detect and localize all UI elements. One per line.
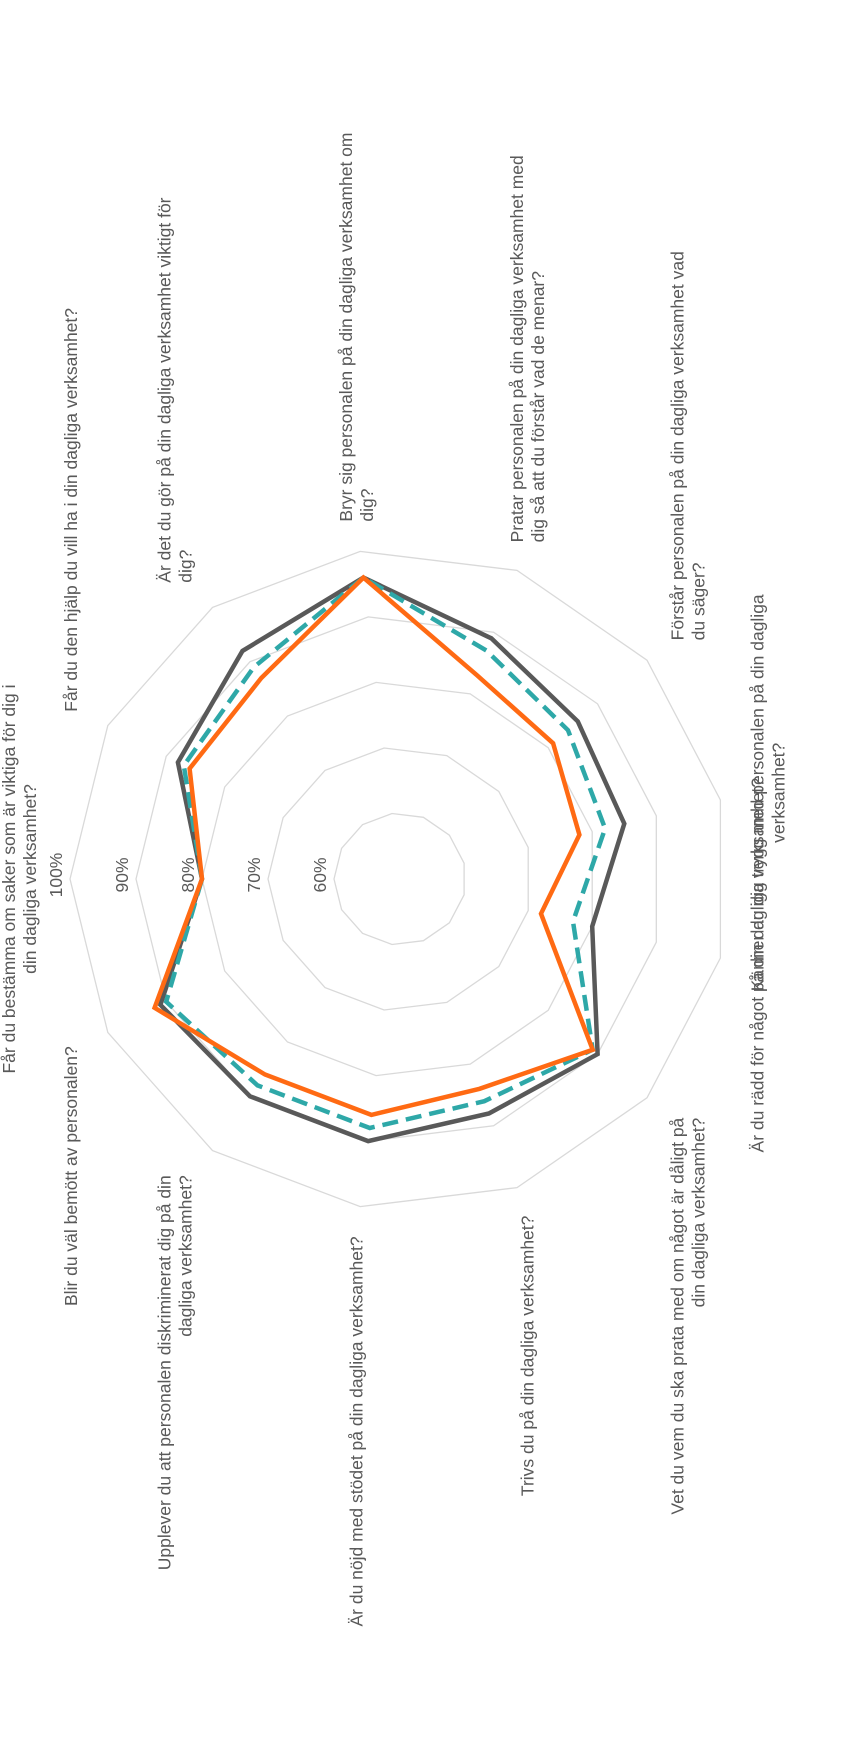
tick-label-5: 100% [46,853,66,898]
category-label-line: Är det du gör på din dagliga verksamhet … [155,197,175,582]
category-label-line: Är du rädd för något på din dagliga verk… [748,778,768,1153]
category-label-line: Får du bestämma om saker som är viktiga … [0,684,19,1073]
category-label-12: Upplever du att personalen diskriminerat… [155,1175,196,1570]
category-label-11: Är du nöjd med stödet på din dagliga ver… [347,1236,367,1626]
tick-label-2: 70% [244,857,264,892]
category-label-13: Blir du väl bemött av personalen? [61,1046,81,1306]
category-label-3: Är det du gör på din dagliga verksamhet … [155,197,196,582]
radar-series-group [155,578,625,1142]
category-label-line: Är du nöjd med stödet på din dagliga ver… [347,1236,367,1626]
category-label-line: din dagliga verksamhet? [689,1117,709,1307]
category-label-8: Är du rädd för något på din dagliga verk… [748,778,768,1153]
category-label-line: du säger? [689,562,709,640]
tick-label-1: 60% [310,857,330,892]
gridline-ring-1 [334,814,464,945]
category-label-line: Trivs du på din dagliga verksamhet? [518,1215,538,1496]
category-label-9: Vet du vem du ska prata med om något är … [668,1117,709,1514]
category-label-line: Blir du väl bemött av personalen? [61,1046,81,1306]
category-label-4: Bryr sig personalen på din dagliga verks… [336,133,377,522]
category-label-line: verksamhet? [769,742,789,842]
series-line-2 [166,578,605,1128]
category-label-line: Pratar personalen på din dagliga verksam… [507,155,527,542]
category-label-line: Upplever du att personalen diskriminerat… [155,1175,175,1570]
category-label-line: Vet du vem du ska prata med om något är … [668,1117,688,1514]
category-label-10: Trivs du på din dagliga verksamhet? [518,1215,538,1496]
category-label-6: Förstår personalen på din dagliga verksa… [668,251,709,640]
category-label-line: Förstår personalen på din dagliga verksa… [668,251,688,640]
category-label-5: Pratar personalen på din dagliga verksam… [507,155,548,542]
category-label-line: dig? [176,549,196,582]
category-label-1: Får du bestämma om saker som är viktiga … [0,684,40,1073]
category-label-line: dagliga verksamhet? [176,1175,196,1337]
category-label-line: dig? [357,488,377,521]
tick-label-3: 80% [178,857,198,892]
category-label-line: Får du den hjälp du vill ha i din daglig… [61,308,81,712]
gridline-ring-2 [268,748,528,1010]
category-label-2: Får du den hjälp du vill ha i din daglig… [61,308,81,712]
series-line-1 [160,578,624,1142]
category-label-line: Bryr sig personalen på din dagliga verks… [336,133,356,522]
category-label-line: din dagliga verksamhet? [20,784,40,974]
category-label-line: dig så att du förstår vad de menar? [528,271,548,543]
tick-label-4: 90% [112,857,132,892]
radial-tick-labels: 60% 70% 80% 90% 100% [46,853,330,898]
